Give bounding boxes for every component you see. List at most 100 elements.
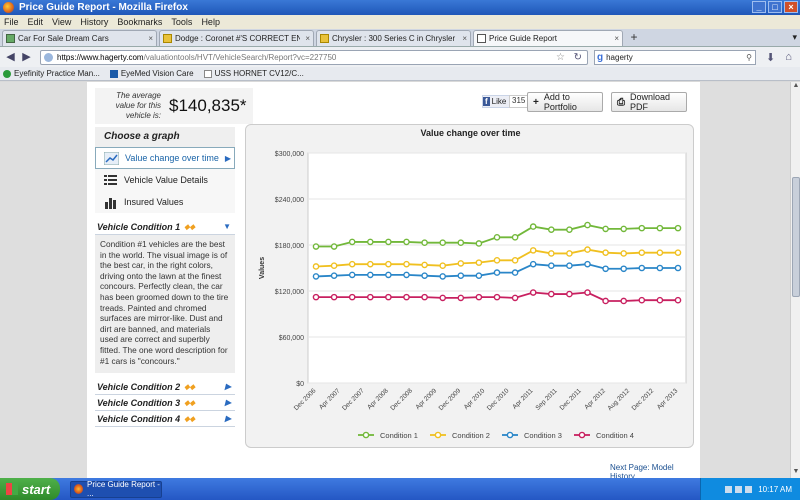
- graph-option-label: Value change over time: [125, 153, 219, 163]
- next-page-link[interactable]: Next Page: Model History: [610, 463, 674, 481]
- back-icon[interactable]: ◀: [6, 50, 15, 63]
- menu-file[interactable]: File: [4, 17, 19, 27]
- download-icon[interactable]: ⬇: [766, 51, 776, 64]
- navigation-bar: ◀ ▶ https://www.hagerty.com /valuationto…: [0, 47, 800, 67]
- list-tabs-icon[interactable]: ▾: [792, 32, 797, 42]
- search-icon[interactable]: ⚲: [746, 52, 752, 62]
- menu-help[interactable]: Help: [201, 17, 220, 27]
- legend-marker: [578, 431, 586, 439]
- data-point: [312, 243, 320, 250]
- tab-close-icon[interactable]: ×: [148, 34, 153, 43]
- taskbar-item-firefox[interactable]: Price Guide Report - ...: [70, 480, 162, 498]
- url-path: /valuationtools/HVT/VehicleSearch/Report…: [143, 52, 337, 62]
- tab-close-icon[interactable]: ×: [305, 34, 310, 43]
- data-point: [511, 257, 519, 264]
- chevron-right-icon[interactable]: ▶: [224, 382, 231, 391]
- data-point: [602, 297, 609, 305]
- menu-edit[interactable]: Edit: [27, 17, 44, 27]
- forward-icon[interactable]: ▶: [22, 50, 31, 63]
- report-content: The average value for this vehicle is: $…: [87, 82, 700, 481]
- minimize-button[interactable]: _: [752, 1, 766, 13]
- page-scrollbar[interactable]: ▲ ▼: [790, 82, 800, 478]
- system-tray: 10:17 AM: [700, 478, 800, 500]
- tab-dodge-coronet[interactable]: Dodge : Coronet #'S CORRECT ENGINE! ... …: [159, 30, 314, 46]
- bookmark-uss-hornet[interactable]: USS HORNET CV12/C...: [203, 69, 304, 78]
- x-tick-label: Apr 2013: [656, 387, 680, 411]
- scroll-down-icon[interactable]: ▼: [792, 468, 800, 475]
- search-input[interactable]: hagerty: [606, 52, 633, 62]
- legend-marker: [506, 431, 514, 439]
- tab-car-for-sale[interactable]: Car For Sale Dream Cars ×: [2, 30, 157, 46]
- menu-view[interactable]: View: [52, 17, 72, 27]
- data-point: [602, 265, 609, 273]
- data-point: [330, 243, 338, 250]
- search-bar[interactable]: g hagerty ⚲: [594, 49, 756, 65]
- condition-rating-icon: ◆◆: [184, 415, 195, 423]
- data-point: [566, 290, 573, 298]
- tray-icon[interactable]: [725, 485, 733, 493]
- data-point: [529, 289, 537, 296]
- condition-1-header[interactable]: Vehicle Condition 1 ◆◆ ▼: [95, 219, 235, 235]
- menu-history[interactable]: History: [80, 17, 109, 27]
- tab-price-guide-report[interactable]: Price Guide Report ×: [473, 30, 623, 46]
- site-identity-icon[interactable]: [44, 52, 53, 62]
- tray-icon[interactable]: [745, 485, 753, 493]
- firefox-icon: [3, 2, 14, 13]
- value-chart-panel: Value change over time $0 $60,000 $120,000…: [245, 124, 694, 448]
- add-to-portfolio-button[interactable]: + Add to Portfolio: [527, 92, 603, 112]
- data-point: [547, 290, 555, 298]
- x-tick-label: Apr 2012: [583, 387, 607, 411]
- bookmark-eyemed[interactable]: EyeMed Vision Care: [109, 69, 194, 78]
- data-point: [457, 239, 465, 246]
- scrollbar-thumb[interactable]: [792, 177, 800, 297]
- legend-label: Condition 4: [596, 431, 634, 440]
- chevron-right-icon[interactable]: ▶: [224, 398, 231, 407]
- data-point: [330, 262, 338, 269]
- windows-logo-icon: [6, 483, 18, 495]
- x-tick-label: Apr 2011: [511, 387, 535, 411]
- condition-3-header[interactable]: Vehicle Condition 3 ◆◆ ▶: [95, 395, 235, 411]
- data-point: [511, 294, 519, 302]
- bookmark-eyefinity[interactable]: Eyefinity Practice Man...: [3, 69, 100, 78]
- tray-icon[interactable]: [735, 485, 743, 493]
- bookmark-label: USS HORNET CV12/C...: [214, 69, 304, 78]
- close-button[interactable]: ×: [784, 1, 798, 13]
- data-point: [547, 226, 555, 233]
- tab-label: Chrysler : 300 Series C in Chrysler | eB…: [332, 34, 457, 43]
- data-point: [638, 264, 646, 272]
- menu-tools[interactable]: Tools: [171, 17, 193, 27]
- start-button[interactable]: start: [0, 478, 60, 500]
- condition-4-header[interactable]: Vehicle Condition 4 ◆◆ ▶: [95, 411, 235, 427]
- firefox-icon: [74, 484, 84, 494]
- data-point: [475, 240, 483, 247]
- tab-chrysler-300[interactable]: Chrysler : 300 Series C in Chrysler | eB…: [316, 30, 471, 46]
- window-controls: _ □ ×: [752, 1, 798, 13]
- graph-option-value-change[interactable]: Value change over time ▶: [95, 147, 235, 169]
- reload-icon[interactable]: ↻: [573, 51, 582, 63]
- menu-bookmarks[interactable]: Bookmarks: [117, 17, 163, 27]
- condition-2-header[interactable]: Vehicle Condition 2 ◆◆ ▶: [95, 379, 235, 395]
- tab-close-icon[interactable]: ×: [462, 34, 467, 43]
- data-point: [385, 238, 392, 246]
- url-bar[interactable]: https://www.hagerty.com /valuationtools/…: [40, 49, 588, 65]
- data-point: [566, 262, 573, 269]
- condition-rating-icon: ◆◆: [184, 223, 195, 231]
- scroll-up-icon[interactable]: ▲: [792, 82, 800, 89]
- maximize-button[interactable]: □: [768, 1, 782, 13]
- download-pdf-button[interactable]: ⎙ Download PDF: [611, 92, 687, 112]
- bookmark-star-icon[interactable]: ☆: [556, 51, 565, 63]
- google-icon[interactable]: g: [597, 51, 604, 63]
- new-tab-button[interactable]: +: [630, 30, 638, 44]
- graph-option-insured-values[interactable]: Insured Values: [95, 191, 235, 213]
- tab-close-icon[interactable]: ×: [614, 34, 619, 43]
- home-icon[interactable]: ⌂: [785, 51, 792, 63]
- chevron-right-icon[interactable]: ▶: [224, 414, 231, 423]
- x-tick-label: Dec 2009: [438, 387, 463, 412]
- legend-label: Condition 3: [524, 431, 562, 440]
- clock: 10:17 AM: [758, 484, 792, 494]
- printer-icon: ⎙: [617, 96, 625, 108]
- data-point: [330, 272, 338, 279]
- graph-option-value-details[interactable]: Vehicle Value Details: [95, 169, 235, 191]
- chevron-down-icon[interactable]: ▼: [223, 222, 231, 231]
- graph-selector-panel: Choose a graph Value change over time ▶ …: [95, 127, 235, 427]
